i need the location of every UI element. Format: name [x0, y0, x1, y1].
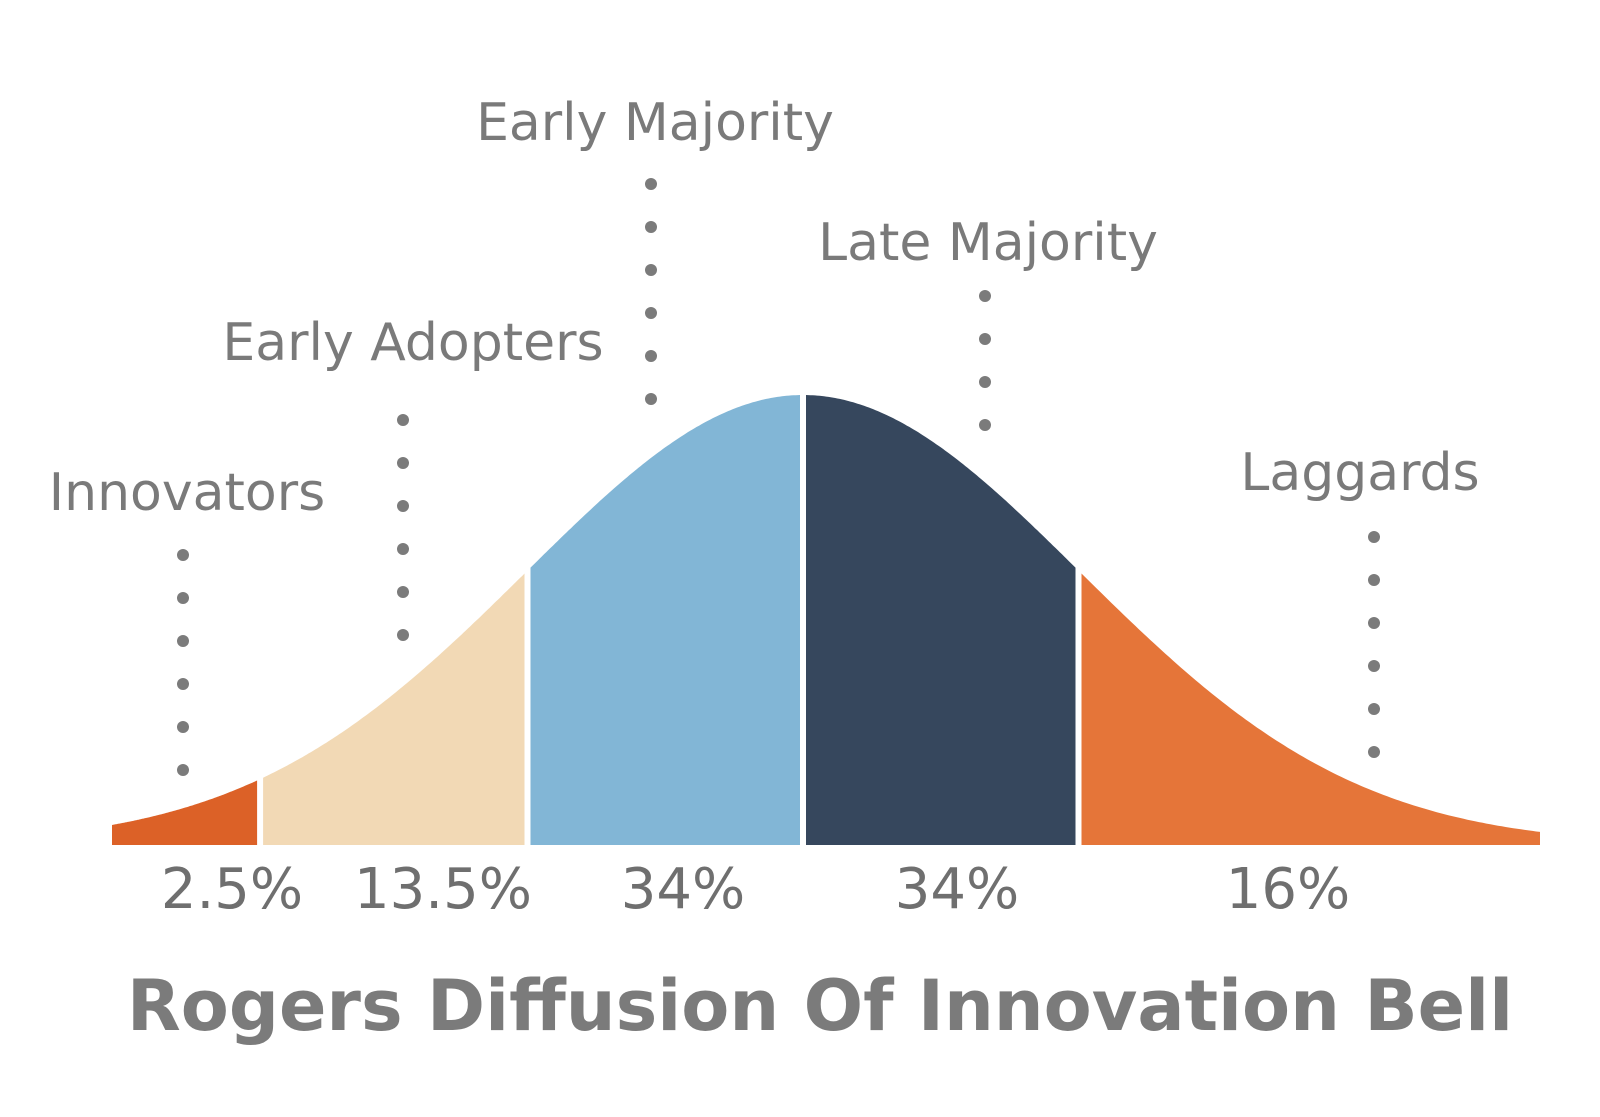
segment-label-early-majority: Early Majority: [476, 93, 834, 153]
leader-dot-innovators: [177, 764, 189, 776]
segment-label-laggards: Laggards: [1240, 443, 1479, 503]
leader-dot-innovators: [177, 721, 189, 733]
leader-dot-early-majority: [645, 350, 657, 362]
leader-dot-early-adopters: [397, 586, 409, 598]
leader-dot-innovators: [177, 549, 189, 561]
bell-areas: [112, 395, 1540, 845]
leader-dot-late-majority: [979, 290, 991, 302]
leader-dot-innovators: [177, 635, 189, 647]
leader-dot-early-adopters: [397, 414, 409, 426]
percent-label-laggards: 16%: [1226, 857, 1350, 922]
bell-segment-early-adopters: [263, 573, 525, 845]
leader-dot-innovators: [177, 592, 189, 604]
leader-dot-late-majority: [979, 333, 991, 345]
segment-label-early-adopters: Early Adopters: [222, 313, 603, 373]
bell-segment-late-majority: [806, 395, 1076, 845]
leader-dot-late-majority: [979, 419, 991, 431]
leader-dot-early-majority: [645, 307, 657, 319]
bell-segment-early-majority: [530, 395, 800, 845]
leader-dot-early-majority: [645, 221, 657, 233]
leader-dot-laggards: [1368, 574, 1380, 586]
leader-dots: [177, 178, 1380, 776]
segment-label-innovators: Innovators: [49, 463, 325, 523]
bell-segment-laggards: [1081, 573, 1540, 845]
leader-dot-late-majority: [979, 376, 991, 388]
leader-dot-early-adopters: [397, 543, 409, 555]
percent-label-late-majority: 34%: [895, 857, 1019, 922]
leader-dot-innovators: [177, 678, 189, 690]
leader-dot-laggards: [1368, 617, 1380, 629]
chart-title: Rogers Diffusion Of Innovation Bell: [127, 965, 1513, 1047]
percent-label-innovators: 2.5%: [161, 857, 303, 922]
leader-dot-laggards: [1368, 531, 1380, 543]
percent-labels: 2.5% 13.5% 34% 34% 16%: [161, 857, 1350, 922]
leader-dot-laggards: [1368, 703, 1380, 715]
segment-labels: Innovators Early Adopters Early Majority La…: [49, 93, 1480, 523]
leader-dot-laggards: [1368, 660, 1380, 672]
leader-dot-laggards: [1368, 746, 1380, 758]
bell-segment-innovators: [112, 780, 258, 845]
leader-dot-early-majority: [645, 264, 657, 276]
leader-dot-early-adopters: [397, 500, 409, 512]
leader-dot-early-majority: [645, 178, 657, 190]
leader-dot-early-majority: [645, 393, 657, 405]
segment-label-late-majority: Late Majority: [818, 213, 1158, 273]
percent-label-early-majority: 34%: [621, 857, 745, 922]
leader-dot-early-adopters: [397, 629, 409, 641]
percent-label-early-adopters: 13.5%: [354, 857, 532, 922]
leader-dot-early-adopters: [397, 457, 409, 469]
